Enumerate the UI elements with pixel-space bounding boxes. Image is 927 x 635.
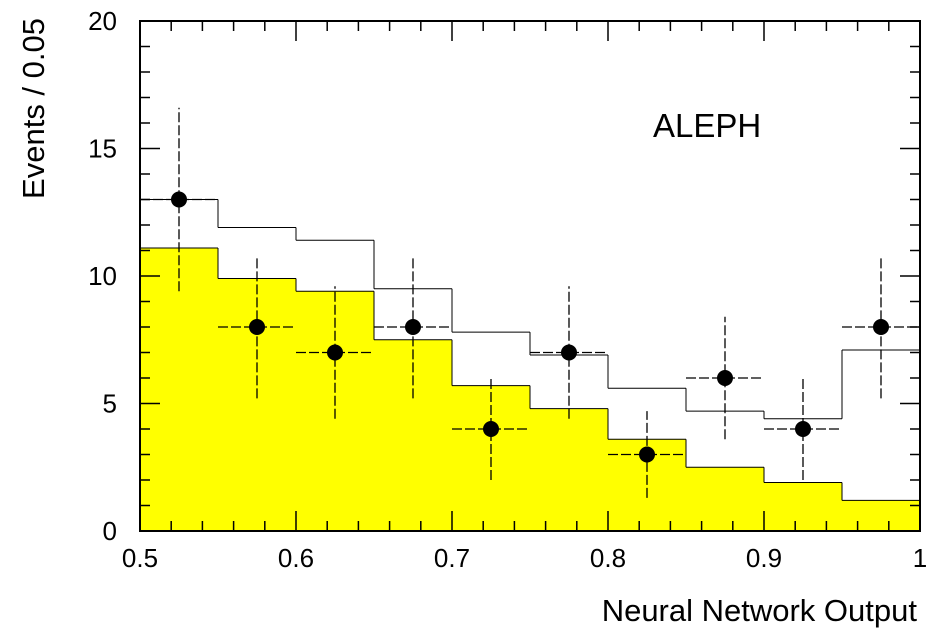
x-axis-title: Neural Network Output [602,593,918,628]
data-point-1 [171,191,187,208]
data-point-10 [873,319,889,335]
y-tick-label-5: 20 [88,6,117,36]
x-tick-label-2: 0.6 [278,543,314,573]
data-point-2 [249,319,265,335]
x-tick-label-4: 0.8 [590,543,626,573]
x-tick-label-1: 0.5 [122,543,158,573]
data-point-8 [717,370,733,386]
x-tick-label-5: 0.9 [746,543,782,573]
y-axis-title: Events / 0.05 [16,18,51,199]
x-tick-label-3: 0.7 [434,543,470,573]
data-point-3 [327,344,343,361]
data-point-5 [483,421,499,437]
y-tick-label-3: 10 [88,261,117,291]
y-tick-label-1: 0 [103,516,117,546]
filled-bar-8 [686,467,764,531]
filled-bar-10 [842,500,920,531]
filled-bar-1 [140,247,218,531]
data-point-9 [795,421,811,437]
x-tick-label-6: 1 [913,543,927,573]
filled-bar-9 [764,482,842,531]
data-point-6 [561,344,577,361]
filled-bar-6 [530,408,608,531]
axis-ticks [139,20,921,532]
data-points-layer [140,107,920,498]
data-point-4 [405,319,421,335]
y-tick-label-4: 15 [88,134,117,164]
data-point-7 [639,446,655,463]
y-tick-label-2: 5 [103,389,117,419]
chart-annotation: ALEPH [653,107,761,144]
